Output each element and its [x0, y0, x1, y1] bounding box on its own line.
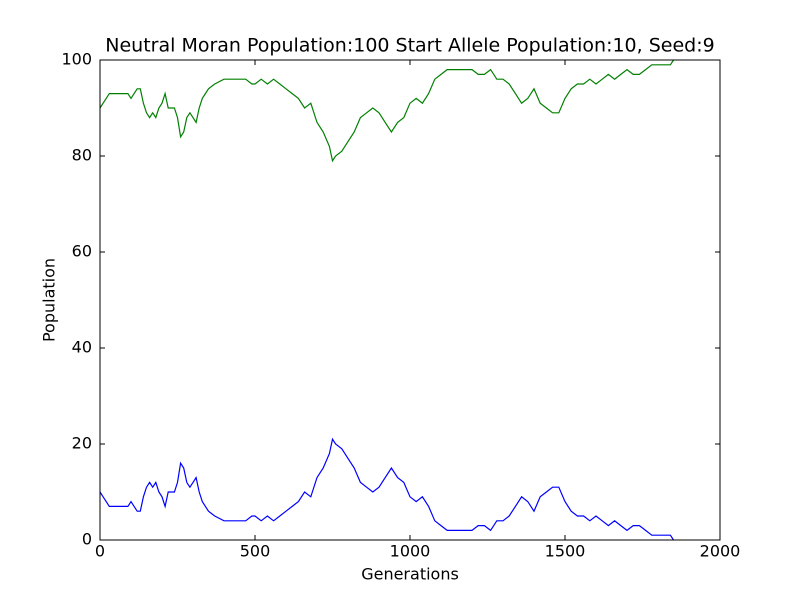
data-line	[99, 437, 675, 541]
y-axis-label: Population	[40, 258, 59, 342]
y-tick-label: 0	[82, 530, 92, 549]
y-tick-label: 80	[72, 146, 92, 165]
plot-frame	[99, 59, 721, 541]
y-tick-label: 100	[61, 50, 92, 69]
y-tick-label: 60	[72, 242, 92, 261]
chart-title: Neutral Moran Population:100 Start Allel…	[105, 35, 714, 57]
x-tick-label: 2000	[700, 542, 741, 561]
x-tick-label: 1500	[545, 542, 586, 561]
x-tick-label: 1000	[390, 542, 431, 561]
x-axis-label: Generations	[361, 565, 459, 584]
y-tick-label: 40	[72, 338, 92, 357]
x-tick-label: 500	[240, 542, 271, 561]
x-tick-label: 0	[95, 542, 105, 561]
y-tick-label: 20	[72, 434, 92, 453]
data-line	[99, 59, 675, 163]
